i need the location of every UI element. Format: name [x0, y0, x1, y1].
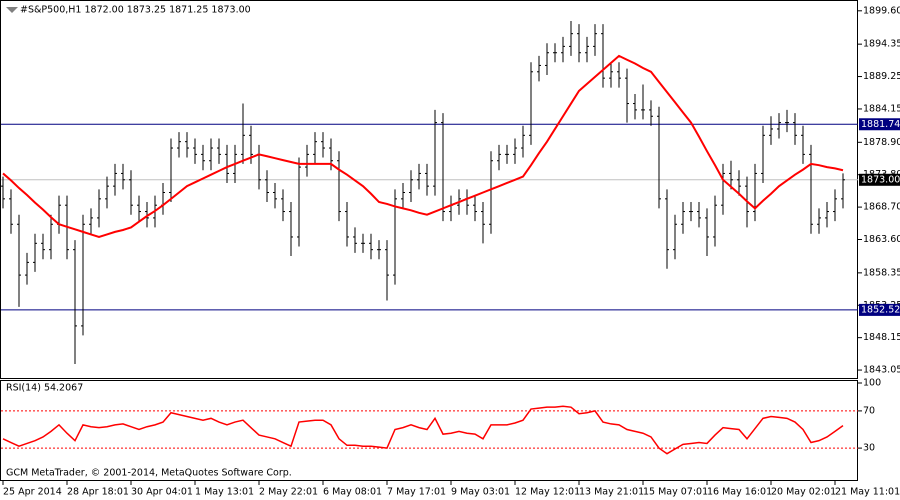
x-tick-label: 28 Apr 18:01 — [67, 487, 129, 498]
y-tick-label: 1843.05 — [863, 365, 900, 376]
y-tick-label: 1884.15 — [863, 103, 900, 114]
x-tick-label: 25 Apr 2014 — [3, 487, 62, 498]
x-tick-label: 9 May 03:01 — [451, 487, 510, 498]
price-label: 1873.00 — [861, 174, 900, 185]
x-tick-label: 12 May 12:01 — [515, 487, 580, 498]
x-tick-label: 21 May 11:01 — [835, 487, 900, 498]
y-tick-label: 1894.35 — [863, 39, 900, 50]
x-tick-label: 16 May 16:01 — [707, 487, 772, 498]
y-tick-label: 1858.35 — [863, 267, 900, 278]
y-tick-label: 1848.15 — [863, 332, 900, 343]
x-tick-label: 15 May 07:01 — [643, 487, 708, 498]
y-tick-label: 100 — [863, 378, 881, 389]
y-tick-label: 30 — [863, 443, 875, 454]
y-tick-label: 1889.25 — [863, 71, 900, 82]
main-panel — [0, 0, 858, 379]
x-tick-label: 13 May 21:01 — [579, 487, 644, 498]
rsi-title: RSI(14) 54.2067 — [6, 383, 83, 394]
level-label-box — [859, 118, 900, 131]
x-tick-label: 1 May 13:01 — [195, 487, 254, 498]
price-label-box — [859, 173, 900, 186]
y-tick-label: 1863.60 — [863, 234, 900, 245]
x-tick-label: 7 May 17:01 — [387, 487, 446, 498]
level-label: 1881.74 — [861, 119, 900, 130]
copyright: GCM MetaTrader, © 2001-2014, MetaQuotes … — [6, 468, 292, 479]
y-tick-label: 1868.70 — [863, 202, 900, 213]
level-label-box — [859, 303, 900, 316]
y-tick-label: 1899.60 — [863, 5, 900, 16]
rsi-panel — [0, 380, 858, 481]
x-tick-label: 6 May 08:01 — [323, 487, 382, 498]
y-tick-label: 1878.90 — [863, 137, 900, 148]
moving-average — [2, 54, 844, 239]
rsi-line — [2, 405, 844, 455]
collapse-icon — [6, 7, 18, 13]
x-tick-label: 20 May 02:01 — [771, 487, 836, 498]
chart-title: #S&P500,H1 1872.00 1873.25 1871.25 1873.… — [20, 5, 251, 16]
x-tick-label: 2 May 22:01 — [259, 487, 318, 498]
x-tick-label: 30 Apr 04:01 — [131, 487, 193, 498]
y-tick-label: 70 — [863, 405, 875, 416]
level-label: 1852.52 — [861, 304, 900, 315]
